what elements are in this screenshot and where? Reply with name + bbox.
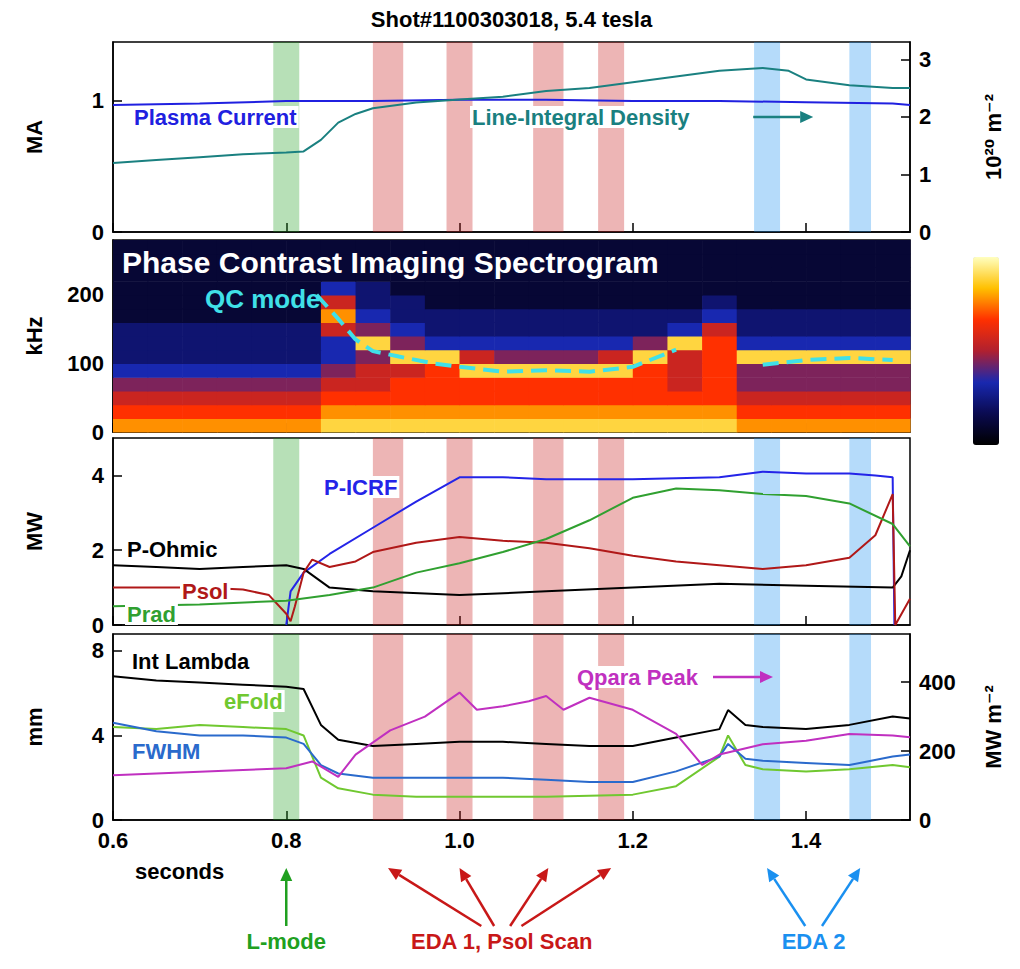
- svg-text:Qpara Peak: Qpara Peak: [577, 665, 699, 690]
- svg-text:0: 0: [919, 808, 931, 833]
- svg-text:2: 2: [919, 104, 931, 129]
- svg-text:EDA 1, Psol Scan: EDA 1, Psol Scan: [411, 929, 592, 954]
- svg-text:0.8: 0.8: [271, 828, 302, 853]
- svg-text:3: 3: [919, 47, 931, 72]
- svg-text:Int Lambda: Int Lambda: [132, 649, 250, 674]
- svg-text:10²⁰ m⁻²: 10²⁰ m⁻²: [981, 94, 1006, 180]
- svg-text:EDA 2: EDA 2: [782, 929, 846, 954]
- svg-text:0: 0: [91, 807, 104, 833]
- svg-text:QC mode: QC mode: [205, 284, 321, 314]
- svg-text:Plasma Current: Plasma Current: [134, 105, 297, 130]
- svg-text:100: 100: [67, 351, 104, 376]
- svg-text:Phase Contrast Imaging Spectro: Phase Contrast Imaging Spectrogram: [122, 246, 659, 279]
- svg-text:200: 200: [67, 282, 104, 307]
- svg-text:P-Ohmic: P-Ohmic: [127, 537, 217, 562]
- svg-text:L-mode: L-mode: [247, 929, 326, 954]
- svg-text:0: 0: [92, 613, 104, 638]
- svg-text:4: 4: [92, 723, 105, 748]
- svg-text:0: 0: [919, 220, 931, 245]
- svg-text:1: 1: [92, 88, 104, 113]
- svg-text:kHz: kHz: [22, 316, 47, 355]
- svg-text:Line-Integral Density: Line-Integral Density: [472, 105, 690, 130]
- svg-text:0: 0: [92, 420, 104, 445]
- svg-text:MW: MW: [22, 512, 47, 551]
- svg-text:Shot#1100303018, 5.4 tesla: Shot#1100303018, 5.4 tesla: [371, 7, 653, 32]
- svg-text:8: 8: [92, 638, 104, 663]
- svg-text:2: 2: [92, 538, 104, 563]
- svg-text:MW m⁻²: MW m⁻²: [981, 685, 1006, 769]
- svg-text:MA: MA: [22, 120, 47, 154]
- svg-text:0: 0: [92, 220, 104, 245]
- svg-text:400: 400: [919, 670, 956, 695]
- svg-text:4: 4: [92, 463, 105, 488]
- svg-text:1.0: 1.0: [444, 828, 475, 853]
- svg-text:Prad: Prad: [127, 602, 176, 627]
- svg-text:0.6: 0.6: [98, 828, 129, 853]
- svg-text:1.2: 1.2: [617, 828, 648, 853]
- svg-text:seconds: seconds: [135, 859, 224, 884]
- svg-text:eFold: eFold: [224, 689, 283, 714]
- svg-text:mm: mm: [22, 707, 47, 746]
- svg-text:200: 200: [919, 739, 956, 764]
- svg-text:1: 1: [919, 162, 931, 187]
- svg-text:Psol: Psol: [182, 579, 228, 604]
- svg-text:1.4: 1.4: [791, 828, 822, 853]
- svg-text:P-ICRF: P-ICRF: [324, 475, 397, 500]
- svg-text:FWHM: FWHM: [132, 739, 200, 764]
